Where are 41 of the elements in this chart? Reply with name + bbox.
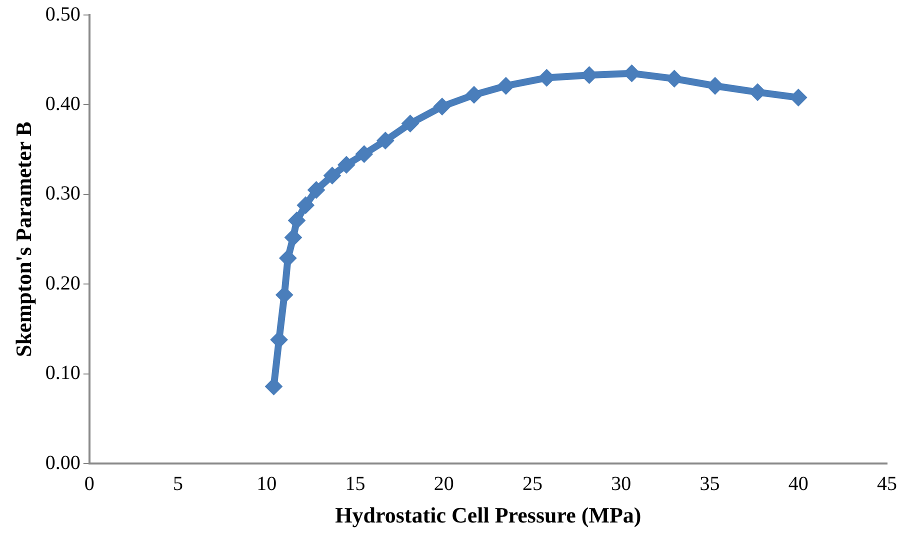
point — [539, 70, 554, 86]
x-tick-label: 30 — [611, 472, 632, 495]
point — [498, 78, 514, 94]
x-axis-title: Hydrostatic Cell Pressure (MPa) — [335, 502, 642, 528]
point — [266, 378, 282, 394]
x-tick-label: 15 — [345, 472, 366, 495]
point — [324, 168, 340, 184]
y-tick-label: 0.40 — [45, 92, 80, 115]
y-tick-label: 0.20 — [45, 272, 80, 294]
y-tick-label: 0.00 — [45, 452, 80, 474]
y-tick-label: 0.50 — [45, 3, 80, 26]
point — [289, 212, 304, 228]
point — [624, 66, 640, 81]
x-tick-label: 35 — [700, 472, 720, 495]
point — [402, 116, 418, 132]
point — [338, 157, 354, 172]
x-tick-label: 5 — [173, 472, 184, 495]
point — [466, 87, 482, 102]
point — [280, 250, 296, 266]
x-tick-label: 25 — [522, 472, 543, 495]
x-tick-label: 40 — [788, 472, 808, 495]
point — [582, 68, 597, 83]
y-axis-title: Skempton's Parameter B — [10, 121, 36, 358]
x-tick-label: 45 — [877, 472, 897, 495]
y-tick-label: 0.30 — [45, 182, 80, 205]
point — [434, 99, 450, 114]
point — [298, 198, 314, 213]
x-tick-label: 10 — [256, 472, 277, 495]
point — [308, 182, 324, 198]
point — [790, 90, 806, 106]
point — [272, 332, 287, 348]
point — [286, 230, 301, 246]
point — [356, 146, 372, 162]
point — [666, 71, 682, 86]
point — [708, 78, 723, 94]
x-tick-label: 20 — [434, 472, 454, 495]
point — [276, 287, 292, 302]
point — [750, 84, 766, 100]
point — [378, 133, 393, 148]
y-tick-label: 0.10 — [45, 362, 80, 384]
x-tick-label: 0 — [84, 472, 94, 495]
